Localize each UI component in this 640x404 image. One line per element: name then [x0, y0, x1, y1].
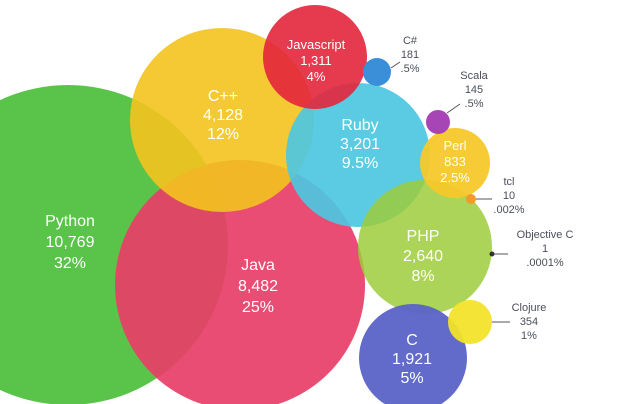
label-csharp: C# 181 .5%	[401, 35, 420, 75]
label-php: PHP 2,640 8%	[403, 228, 443, 285]
label-tcl-percent: .002%	[493, 204, 524, 216]
label-ruby-percent: 9.5%	[342, 155, 378, 172]
label-cplusplus: C++ 4,128 12%	[203, 88, 243, 143]
label-objective-c: Objective C 1 .0001%	[517, 229, 574, 269]
bubble-javascript[interactable]	[263, 5, 367, 109]
label-cplusplus-name: C++	[208, 88, 238, 105]
label-c-percent: 5%	[400, 370, 423, 387]
bubble-tcl[interactable]	[466, 194, 476, 204]
label-php-value: 2,640	[403, 248, 443, 265]
label-ruby-value: 3,201	[340, 136, 380, 153]
label-clojure-name: Clojure	[512, 302, 547, 314]
label-clojure-percent: 1%	[521, 330, 537, 342]
label-perl: Perl 833 2.5%	[440, 138, 470, 185]
label-clojure-value: 354	[520, 316, 538, 328]
label-javascript-name: Javascript	[287, 37, 346, 52]
label-objective-c-name: Objective C	[517, 229, 574, 241]
bubble-java[interactable]	[115, 160, 365, 404]
label-javascript: Javascript 1,311 4%	[287, 37, 346, 84]
label-java-percent: 25%	[242, 299, 274, 316]
bubbles	[0, 5, 495, 404]
label-perl-percent: 2.5%	[440, 170, 470, 185]
label-php-name: PHP	[407, 228, 440, 245]
label-c-name: C	[406, 332, 418, 349]
label-objective-c-value: 1	[542, 243, 548, 255]
label-cplusplus-percent: 12%	[207, 126, 239, 143]
label-python-name: Python	[45, 213, 95, 230]
bubble-csharp[interactable]	[363, 58, 391, 86]
bubble-marker-objective-c	[489, 251, 495, 257]
label-scala-percent: .5%	[465, 98, 484, 110]
label-javascript-value: 1,311	[300, 53, 332, 68]
leader-line-scala	[446, 103, 461, 114]
label-java-value: 8,482	[238, 278, 278, 295]
label-scala-name: Scala	[460, 70, 488, 82]
label-scala-value: 145	[465, 84, 483, 96]
label-java: Java 8,482 25%	[238, 257, 278, 316]
label-perl-value: 833	[444, 154, 466, 169]
label-javascript-percent: 4%	[307, 69, 326, 84]
label-perl-name: Perl	[443, 138, 466, 153]
label-tcl: tcl 10 .002%	[493, 176, 524, 216]
label-csharp-value: 181	[401, 49, 419, 61]
label-c: C 1,921 5%	[392, 332, 432, 387]
bubble-clojure[interactable]	[448, 300, 492, 344]
label-scala: Scala 145 .5%	[460, 70, 488, 110]
label-python: Python 10,769 32%	[45, 213, 95, 272]
label-clojure: Clojure 354 1%	[512, 302, 547, 342]
label-php-percent: 8%	[411, 268, 434, 285]
bubble-php[interactable]	[358, 180, 492, 314]
label-tcl-name: tcl	[504, 176, 515, 188]
label-python-value: 10,769	[46, 234, 95, 251]
label-tcl-value: 10	[503, 190, 515, 202]
label-ruby: Ruby 3,201 9.5%	[340, 117, 380, 172]
label-python-percent: 32%	[54, 255, 86, 272]
label-objective-c-percent: .0001%	[526, 257, 564, 269]
bubble-labels: Python 10,769 32% Java 8,482 25% C++ 4,128 12% Ru…	[45, 35, 573, 387]
bubble-c[interactable]	[359, 304, 467, 404]
label-csharp-percent: .5%	[401, 63, 420, 75]
label-csharp-name: C#	[403, 35, 418, 47]
label-java-name: Java	[241, 257, 275, 274]
label-c-value: 1,921	[392, 351, 432, 368]
leader-line-csharp	[390, 61, 401, 69]
label-ruby-name: Ruby	[341, 117, 378, 134]
bubble-perl[interactable]	[420, 128, 490, 198]
label-cplusplus-value: 4,128	[203, 107, 243, 124]
bubble-scala[interactable]	[426, 110, 450, 134]
